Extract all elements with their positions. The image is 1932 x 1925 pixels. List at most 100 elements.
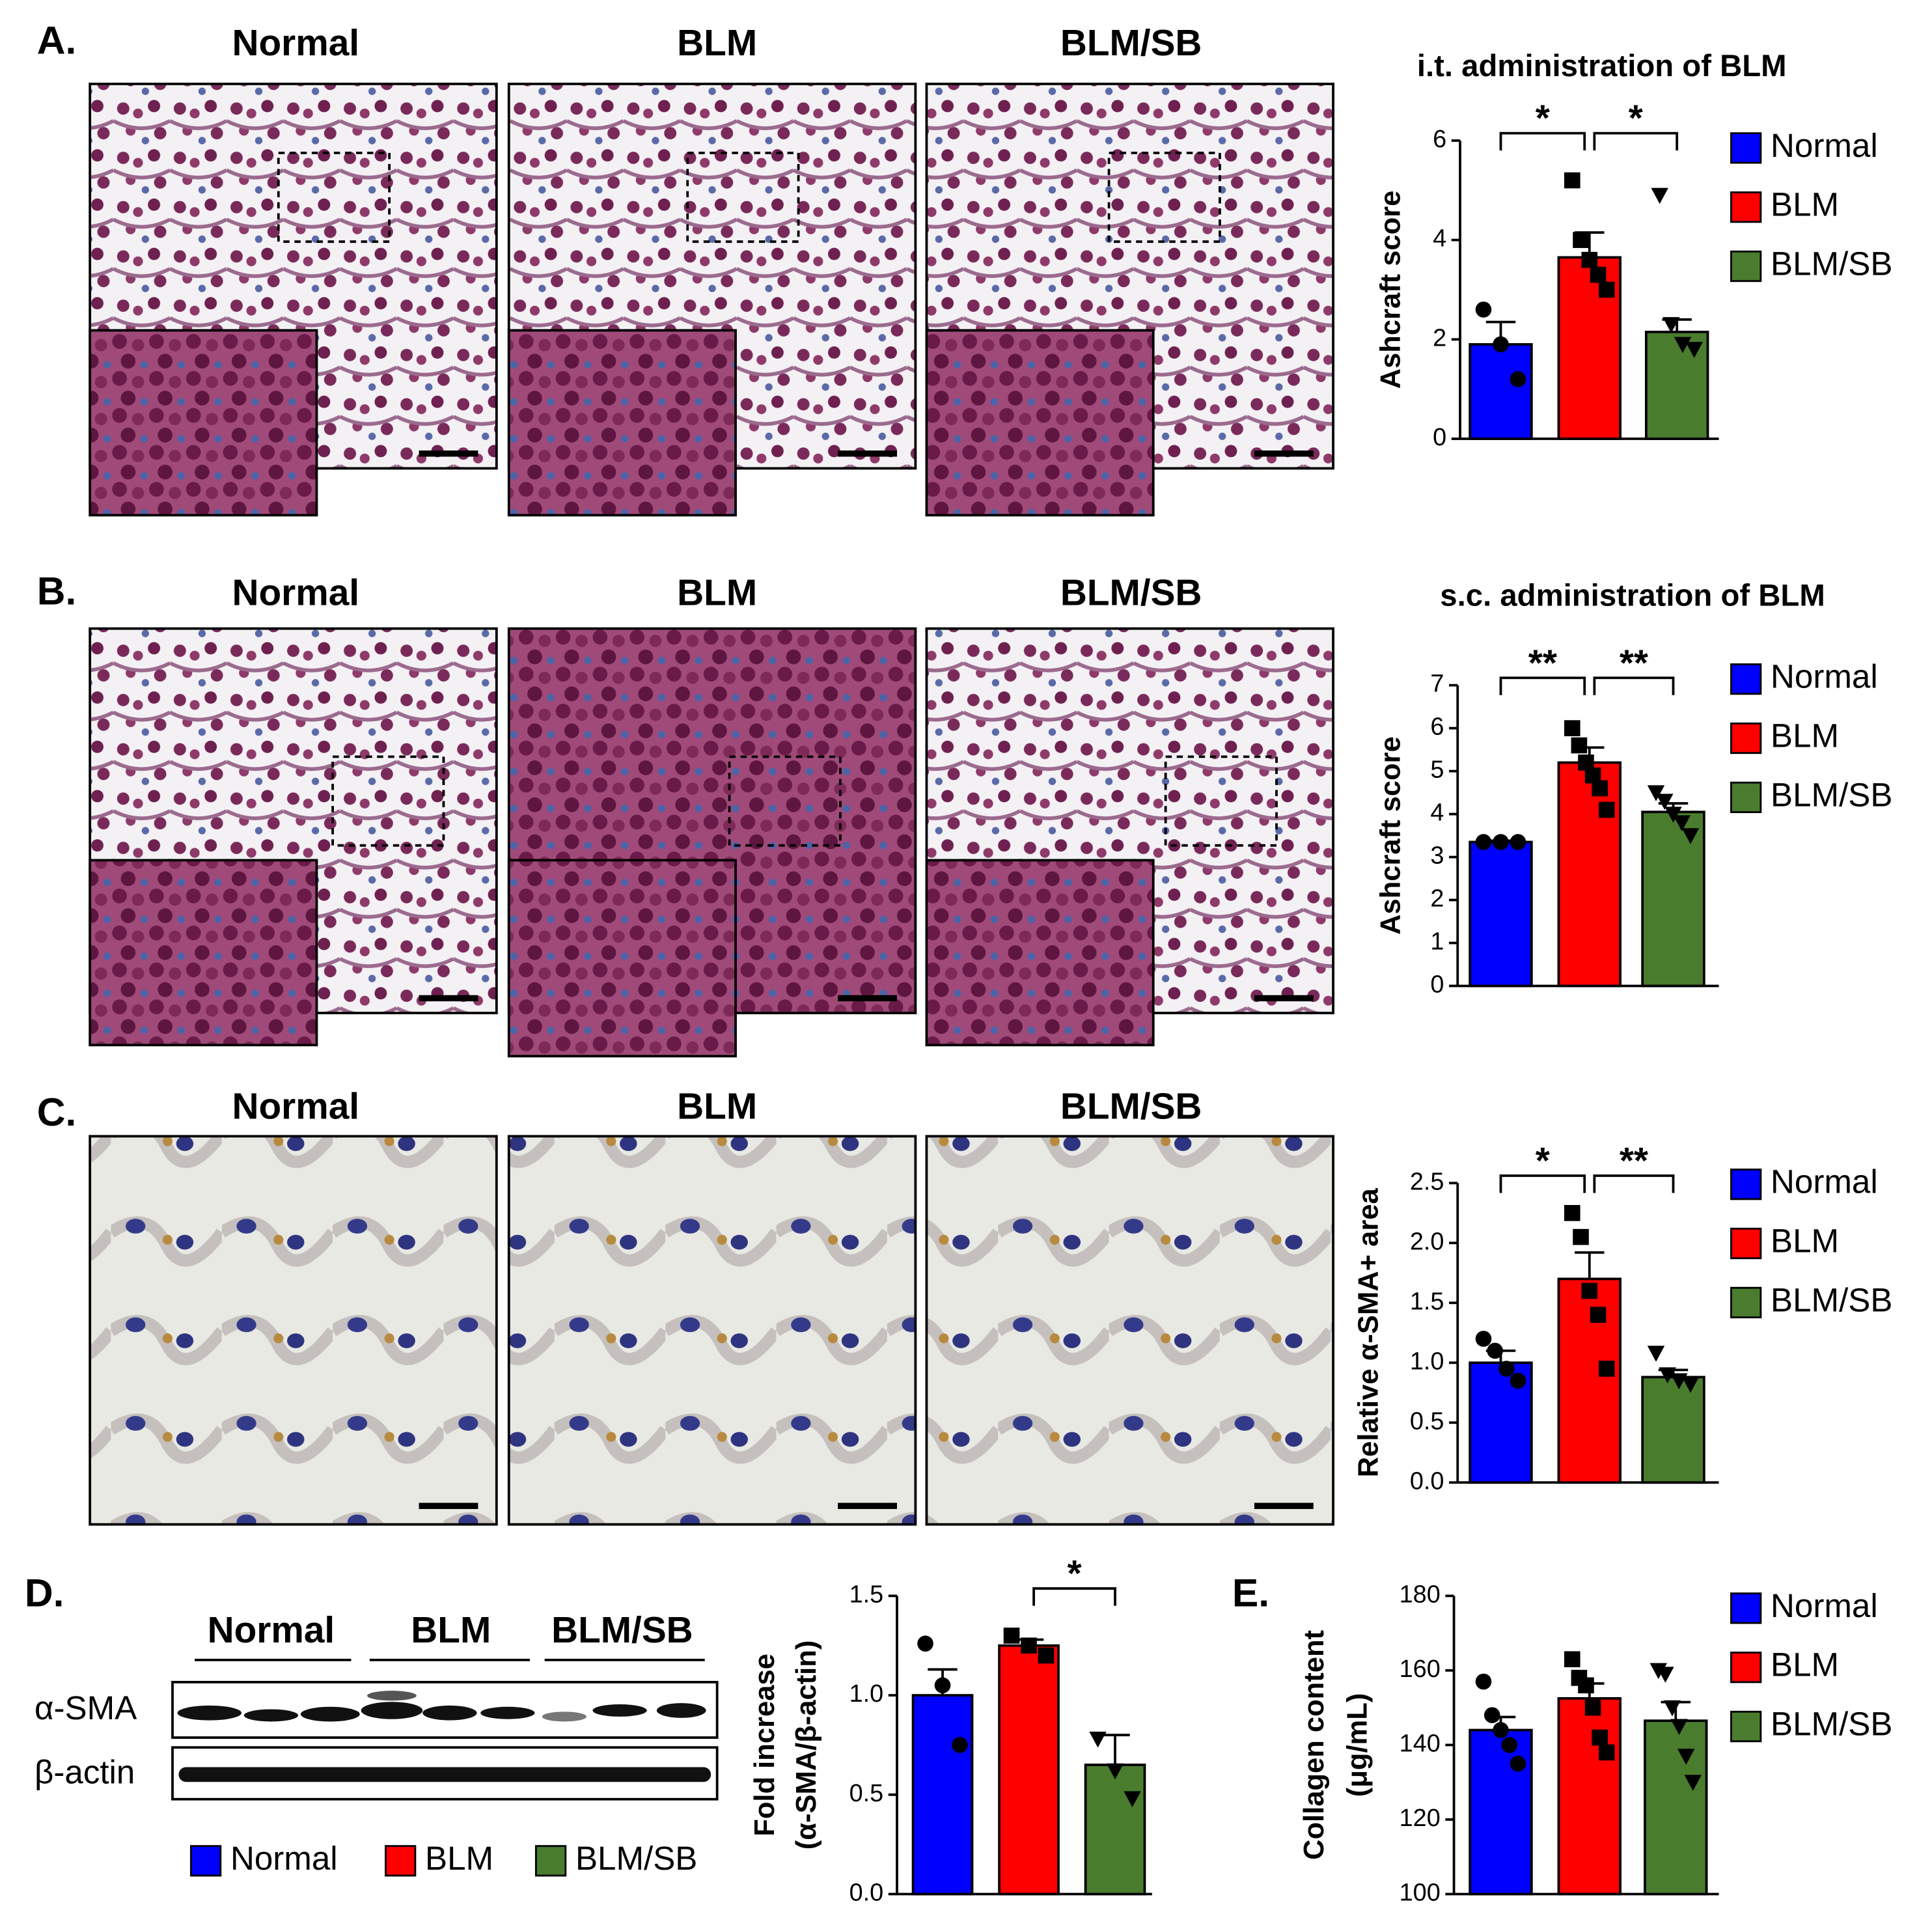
- legend-swatch: [1730, 663, 1762, 695]
- data-point: [1501, 1737, 1518, 1753]
- y-tick-label: 3: [1430, 842, 1444, 870]
- y-tick-label: 2: [1433, 324, 1446, 352]
- y-tick-label: 6: [1433, 126, 1446, 153]
- data-point: [1484, 1707, 1500, 1723]
- data-point: [1475, 1673, 1492, 1690]
- panel-letter: A.: [37, 18, 77, 62]
- y-tick-label: 2.0: [1410, 1228, 1444, 1255]
- data-point: [952, 1737, 968, 1753]
- y-tick-label: 180: [1400, 1581, 1441, 1608]
- y-tick-label: 1: [1430, 928, 1444, 955]
- legend-label: Normal: [1771, 1163, 1878, 1200]
- data-point: [1564, 720, 1580, 736]
- y-tick-label: 4: [1430, 799, 1444, 827]
- panel-letter: B.: [37, 569, 77, 613]
- significance-bracket: [1499, 1174, 1586, 1193]
- data-point: [1021, 1637, 1037, 1654]
- legend-label: BLM: [1771, 717, 1839, 755]
- column-header: BLM: [677, 23, 757, 64]
- panel-letter: D.: [25, 1570, 64, 1614]
- y-tick-label: 0.5: [1410, 1407, 1444, 1435]
- legend-label: BLM: [1771, 1223, 1839, 1260]
- data-point: [1564, 172, 1580, 189]
- y-tick-label: 2: [1430, 885, 1444, 913]
- y-tick-label: 0.0: [1410, 1467, 1444, 1495]
- bar: [1469, 343, 1533, 440]
- significance-label: *: [1536, 98, 1551, 139]
- legend-swatch: [1730, 1169, 1762, 1200]
- data-point: [1664, 807, 1682, 823]
- bar: [1644, 1719, 1708, 1896]
- legend-swatch: [1730, 1592, 1762, 1624]
- data-point: [1684, 1775, 1702, 1791]
- legend-label: BLM: [1771, 1646, 1839, 1683]
- data-point: [1510, 1372, 1526, 1389]
- legend-label: BLM/SB: [1771, 1706, 1892, 1743]
- legend-swatch: [1730, 191, 1762, 223]
- data-point: [1677, 1749, 1695, 1765]
- data-point: [1659, 1367, 1676, 1383]
- legend-swatch: [1730, 1710, 1762, 1743]
- data-point: [1592, 780, 1608, 797]
- data-point: [1493, 336, 1509, 353]
- data-point: [1581, 251, 1598, 268]
- row-b: [89, 627, 1334, 1058]
- data-point: [1681, 828, 1700, 844]
- y-tick-label: 140: [1400, 1730, 1441, 1757]
- row-c: [89, 1135, 1334, 1526]
- legend-label: BLM/SB: [575, 1840, 697, 1877]
- y-tick-label: 7: [1430, 671, 1444, 698]
- data-point: [1590, 1307, 1607, 1323]
- legend-label: BLM/SB: [1771, 1281, 1892, 1318]
- column-header: BLM: [677, 572, 757, 613]
- y-tick-label: 160: [1400, 1655, 1441, 1683]
- data-point: [1651, 187, 1668, 204]
- error-bar: [1575, 1251, 1605, 1279]
- y-tick-label: 4: [1433, 225, 1446, 253]
- legend-label: Normal: [230, 1840, 338, 1877]
- data-point: [1590, 266, 1607, 283]
- y-tick-label: 0.0: [849, 1879, 884, 1907]
- significance-label: *: [1536, 1141, 1551, 1182]
- bar: [1469, 1728, 1533, 1896]
- chart-title: s.c. administration of BLM: [1440, 579, 1825, 613]
- significance-label: *: [1629, 98, 1644, 139]
- legend-swatch: [1730, 1227, 1762, 1260]
- bar: [1084, 1764, 1146, 1896]
- data-point: [1571, 737, 1588, 754]
- data-point: [934, 1677, 951, 1694]
- column-header: BLM/SB: [1060, 23, 1202, 64]
- data-point: [1564, 1205, 1580, 1221]
- y-tick-label: 0.5: [849, 1780, 884, 1807]
- panel-letter: E.: [1232, 1570, 1269, 1614]
- legend-swatch: [534, 1845, 567, 1877]
- legend-swatch: [1730, 132, 1762, 164]
- blot-group: BLM/SB: [551, 1610, 693, 1651]
- micrographs: [89, 83, 1334, 1526]
- data-point: [917, 1635, 933, 1652]
- chart: Collagen content (μg/mL) 100 120 140 160 180 No…: [1299, 1581, 1892, 1906]
- chart: i.t. administration of BLM Ashcraft score…: [1375, 49, 1892, 451]
- data-point: [1663, 1700, 1681, 1717]
- legend-swatch: [1730, 722, 1762, 755]
- data-point: [1663, 317, 1680, 333]
- panel-letter: C.: [37, 1090, 77, 1134]
- data-point: [1003, 1627, 1020, 1644]
- blot-group: Normal: [208, 1610, 335, 1651]
- data-point: [1598, 281, 1615, 298]
- data-point: [1498, 1361, 1515, 1377]
- y-axis-label: Collagen content: [1299, 1630, 1330, 1860]
- y-tick-label: 0: [1430, 971, 1444, 998]
- bar: [911, 1694, 974, 1896]
- chart: s.c. administration of BLM Ashcraft score…: [1375, 579, 1892, 999]
- data-point: [1598, 801, 1615, 818]
- chart: Fold increase (α-SMA/β-actin) 0.0 0.5 1.0 1.5…: [189, 1553, 1152, 1907]
- y-axis-label: Ashcraft score: [1375, 191, 1406, 389]
- bar: [1557, 761, 1622, 988]
- legend-swatch: [1730, 1652, 1762, 1683]
- legend-label: BLM: [1771, 186, 1839, 223]
- significance-label: **: [1620, 643, 1649, 684]
- significance-bracket: [1593, 676, 1675, 695]
- y-tick-label: 1.0: [849, 1680, 884, 1708]
